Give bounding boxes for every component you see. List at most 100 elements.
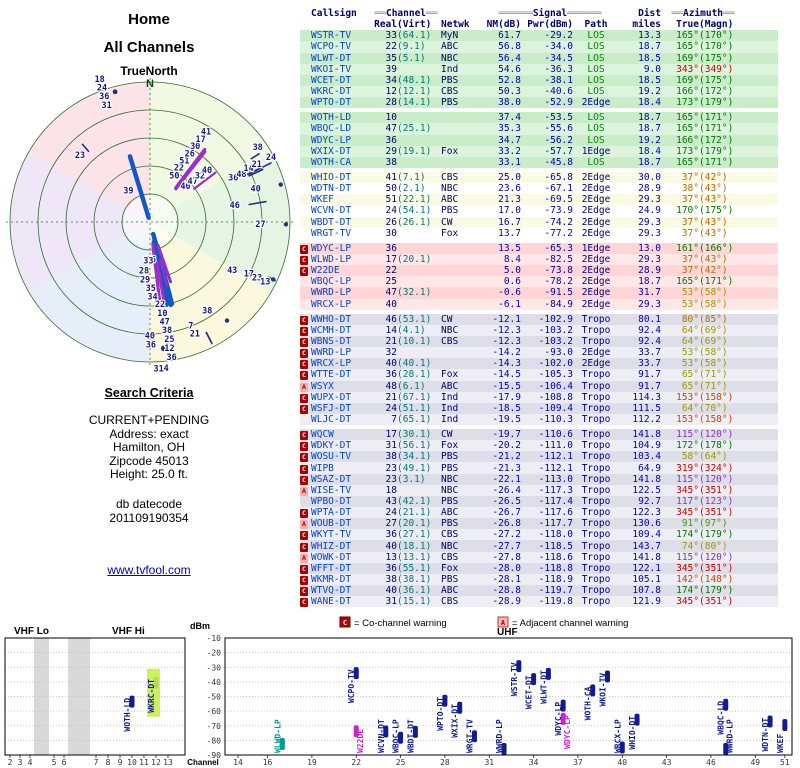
signal-bar — [471, 730, 477, 743]
azimuth-true: 166° — [676, 134, 699, 146]
azimuth-magnetic: (64°) — [699, 451, 728, 463]
network: NBC — [441, 473, 459, 485]
warning-marker: C — [300, 403, 311, 414]
azimuth-true: 64° — [681, 336, 699, 347]
power-dbm: -55.6 — [544, 123, 573, 135]
azimuth-magnetic: (42°) — [699, 265, 728, 277]
power-dbm: -118.5 — [538, 540, 573, 552]
real-channel: 14 — [385, 324, 397, 336]
radar-channel-label: 14 — [244, 164, 254, 174]
col-virt: (Virt) — [397, 19, 432, 31]
power-dbm: -118.8 — [538, 562, 573, 574]
callsign: WLWT-DT — [311, 52, 352, 64]
bar-callsign-label: WKEF — [776, 734, 785, 753]
distance-miles: 13.3 — [638, 30, 661, 42]
callsign: WTTE-DT — [311, 369, 352, 381]
network: ABC — [441, 380, 459, 392]
azimuth-magnetic: (324°) — [699, 462, 734, 474]
azimuth-magnetic: (42°) — [699, 172, 728, 184]
distance-miles: 29.3 — [638, 216, 661, 228]
table-row: C WTVQ-DT 40 (36.1) ABC -28.8 -119.7 Tropo 107… — [300, 585, 778, 597]
radar-channel-label: 46 — [230, 201, 240, 211]
vhf-channel-tick-label: 7 — [94, 758, 99, 767]
table-header-2: Real (Virt) Netwk NM(dB) Pwr(dBm) Path miles… — [300, 19, 778, 30]
network: Fox — [441, 440, 459, 452]
noise-margin: 0.6 — [503, 276, 521, 288]
table-row: WKEF 51 (22.1) ABC 21.3 -69.5 2Edge 29.3 37° (… — [300, 194, 778, 206]
signal-bar — [723, 743, 729, 755]
distance-miles: 13.0 — [638, 242, 661, 254]
station-dot — [278, 182, 283, 187]
signal-bar — [619, 741, 625, 754]
radar-channel-label: 47 — [160, 318, 170, 328]
virtual-channel: (53.1) — [397, 313, 432, 325]
network: Fox — [441, 227, 459, 239]
bar-callsign-label: WBQC-LP — [392, 719, 401, 753]
radar-channel-label: 43 — [227, 266, 237, 276]
bar-callsign-label: WDYC-LP — [563, 715, 572, 749]
distance-miles: 130.6 — [632, 518, 661, 530]
virtual-channel: (38.1) — [397, 573, 432, 585]
table-row: WDTN-DT 50 (2.1) NBC 23.6 -67.1 2Edge 28.9 38°… — [300, 183, 778, 195]
dbm-tick-label: -70 — [207, 722, 222, 731]
azimuth-true: 165° — [676, 41, 699, 53]
table-row: WCVN-DT 24 (54.1) PBS 17.0 -73.9 2Edge 24.9 17… — [300, 205, 778, 217]
path: Tropo — [581, 391, 611, 403]
path: LOS — [587, 134, 605, 146]
network: NBC — [441, 52, 459, 64]
path: LOS — [587, 52, 605, 64]
signal-bar — [442, 694, 448, 707]
virtual-channel: (3.1) — [397, 473, 426, 485]
table-row: A WOWK-DT 13 (13.1) CBS -27.8 -118.6 Tropo 141… — [300, 551, 778, 563]
callsign: WKOI-TV — [311, 63, 352, 75]
signal-bar — [531, 673, 537, 686]
noise-margin: 13.5 — [498, 242, 521, 254]
bar-callsign-label: WLWT-DT — [539, 670, 548, 704]
uhf-channel-tick-label: 51 — [780, 758, 790, 767]
bar-callsign-label: WRGT-TV — [465, 719, 474, 753]
power-dbm: -74.2 — [544, 216, 573, 228]
tvfool-link[interactable]: www.tvfool.com — [107, 563, 191, 577]
azimuth-magnetic: (175°) — [699, 205, 734, 217]
virtual-channel: (15.1) — [397, 596, 432, 608]
warning-marker: C — [300, 392, 311, 403]
callsign: WSAZ-DT — [311, 473, 352, 485]
warning-marker: C — [300, 529, 311, 541]
virtual-channel: (19.1) — [397, 145, 432, 157]
criteria-line: Hamilton, OH — [112, 440, 186, 454]
co-channel-warning-icon: C — [300, 598, 308, 608]
real-channel: 28 — [385, 97, 397, 109]
azimuth-magnetic: (58°) — [699, 287, 728, 299]
virtual-channel: (4.1) — [397, 324, 426, 336]
power-dbm: -53.5 — [544, 112, 573, 124]
station-spoke — [259, 162, 272, 169]
virtual-channel: (36.1) — [397, 585, 432, 597]
noise-margin: -14.3 — [492, 358, 521, 370]
power-dbm: -78.2 — [544, 276, 573, 288]
distance-miles: 19.2 — [638, 86, 661, 98]
noise-margin: 8.4 — [503, 254, 521, 266]
noise-margin: -12.3 — [492, 336, 521, 347]
real-channel: 30 — [385, 227, 397, 239]
azimuth-true: 161° — [676, 242, 699, 254]
uhf-title: UHF — [497, 627, 518, 638]
signal-bar — [516, 660, 522, 673]
distance-miles: 122.1 — [632, 562, 661, 574]
distance-miles: 9.0 — [643, 63, 661, 75]
callsign: W22DE — [311, 265, 340, 277]
azimuth-magnetic: (120°) — [699, 473, 734, 485]
criteria-line: Address: exact — [109, 426, 189, 441]
noise-margin: -28.0 — [492, 562, 521, 574]
radar-channel-label: 29 — [140, 276, 150, 286]
azimuth-magnetic: (43°) — [699, 194, 728, 206]
path: LOS — [587, 123, 605, 135]
power-dbm: -57.7 — [544, 145, 573, 157]
signal-bar — [782, 719, 788, 732]
noise-margin: -22.1 — [492, 473, 521, 485]
azimuth-true: 345° — [676, 562, 699, 574]
azimuth-true: 53° — [681, 347, 699, 359]
path: Tropo — [581, 562, 611, 574]
virtual-channel: (13.1) — [397, 551, 432, 563]
callsign: WLWD-LP — [311, 254, 352, 266]
path: 2Edge — [581, 265, 611, 277]
